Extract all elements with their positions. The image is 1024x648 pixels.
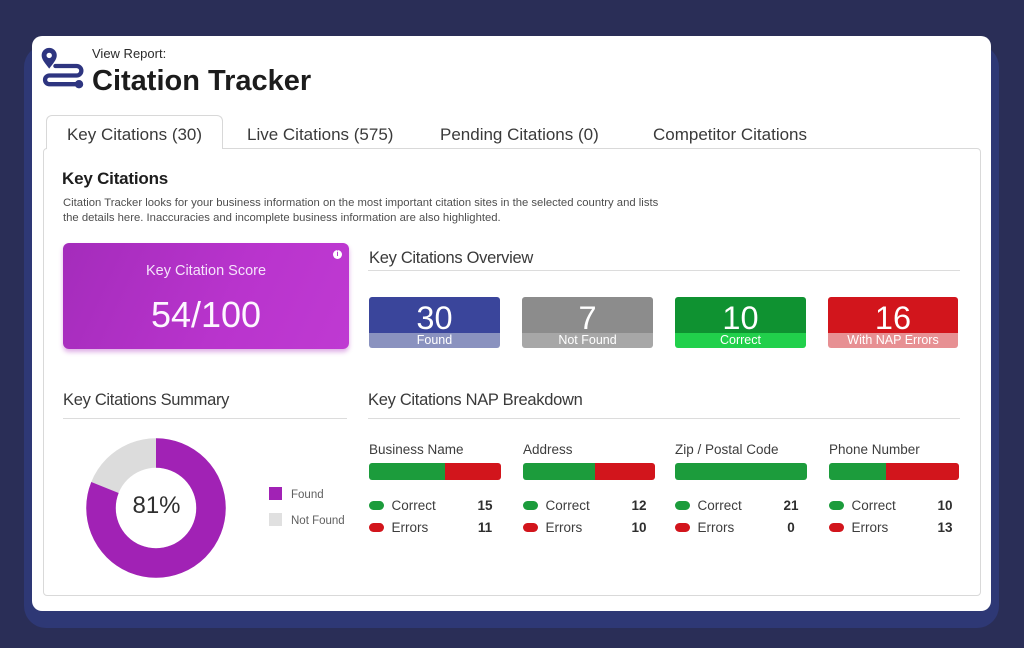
svg-text:81%: 81%	[132, 492, 180, 519]
